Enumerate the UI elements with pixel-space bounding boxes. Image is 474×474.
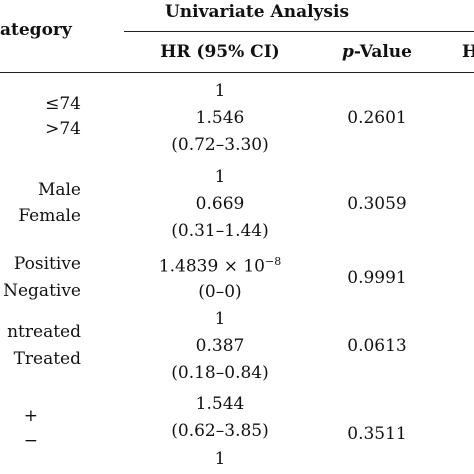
hr-cell: 1 (214, 449, 226, 469)
hr-cell: 1 (214, 81, 226, 101)
category-label: Treated (13, 349, 81, 369)
pvalue-cell: 0.2601 (347, 108, 407, 128)
pvalue-cell: 0.3511 (347, 424, 407, 444)
cut-column-header: H (462, 42, 474, 62)
univariate-analysis-header: Univariate Analysis (164, 2, 350, 22)
ci-cell: (0–0) (198, 282, 242, 302)
category-label: ≤74 (45, 94, 81, 114)
category-label: Positive (13, 254, 81, 274)
hr-cell: 1 (214, 167, 226, 187)
ci-cell: (0.31–1.44) (171, 221, 269, 241)
header-rule (0, 72, 474, 73)
hr-cell: 1.546 (195, 108, 245, 128)
category-label: Female (18, 206, 81, 226)
hr-cell: 1.544 (195, 394, 245, 414)
category-label: >74 (45, 119, 81, 139)
category-label: + (23, 406, 38, 426)
category-label: − (23, 431, 38, 451)
pvalue-cell: 0.9991 (347, 268, 407, 288)
pvalue-cell: 0.3059 (347, 194, 407, 214)
category-label: Male (37, 180, 81, 200)
category-label: Negative (3, 281, 81, 301)
ci-cell: (0.62–3.85) (171, 421, 269, 441)
hr-cell: 0.669 (195, 194, 245, 214)
hr-cell: 1 (214, 309, 226, 329)
hr-cell: 0.387 (195, 336, 245, 356)
ci-cell: (0.18–0.84) (171, 363, 269, 383)
ci-cell: (0.72–3.30) (171, 135, 269, 155)
pvalue-cell: 0.0613 (347, 336, 407, 356)
group-underline (124, 31, 474, 32)
category-label: ntreated (7, 322, 81, 342)
hr-cell: 1.4839 × 10−8 (158, 255, 282, 277)
hr-column-header: HR (95% CI) (160, 42, 280, 62)
category-header: ategory (0, 20, 72, 40)
pvalue-column-header: p-Value (342, 42, 412, 62)
